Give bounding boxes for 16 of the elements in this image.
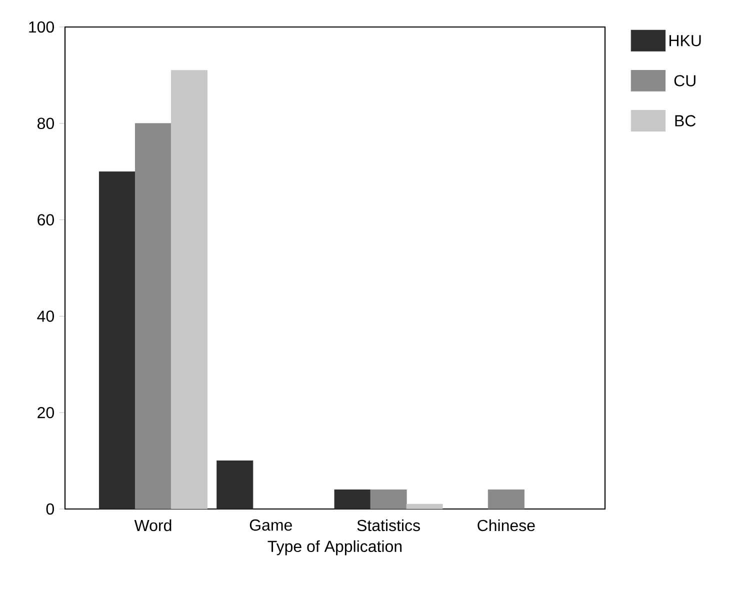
x-tick-label: Game xyxy=(250,519,292,531)
y-tick-label: 100 xyxy=(29,21,54,33)
y-tick-label: 40 xyxy=(37,310,54,322)
x-axis-title: Type of Application xyxy=(268,540,402,556)
bar xyxy=(406,504,443,509)
y-tick-label: 0 xyxy=(46,503,54,515)
x-tick-label: Statistics xyxy=(357,519,420,532)
x-tick-label: Word xyxy=(134,519,172,532)
x-tick-label: Chinese xyxy=(478,519,535,532)
legend-label: HKU xyxy=(670,35,701,46)
y-tick-label: 20 xyxy=(38,406,54,418)
bar xyxy=(170,70,208,509)
legend-label: CU xyxy=(674,75,696,86)
y-tick-label: 80 xyxy=(37,118,54,130)
y-tick-label: 60 xyxy=(38,214,54,226)
legend-label: BC xyxy=(675,115,696,126)
